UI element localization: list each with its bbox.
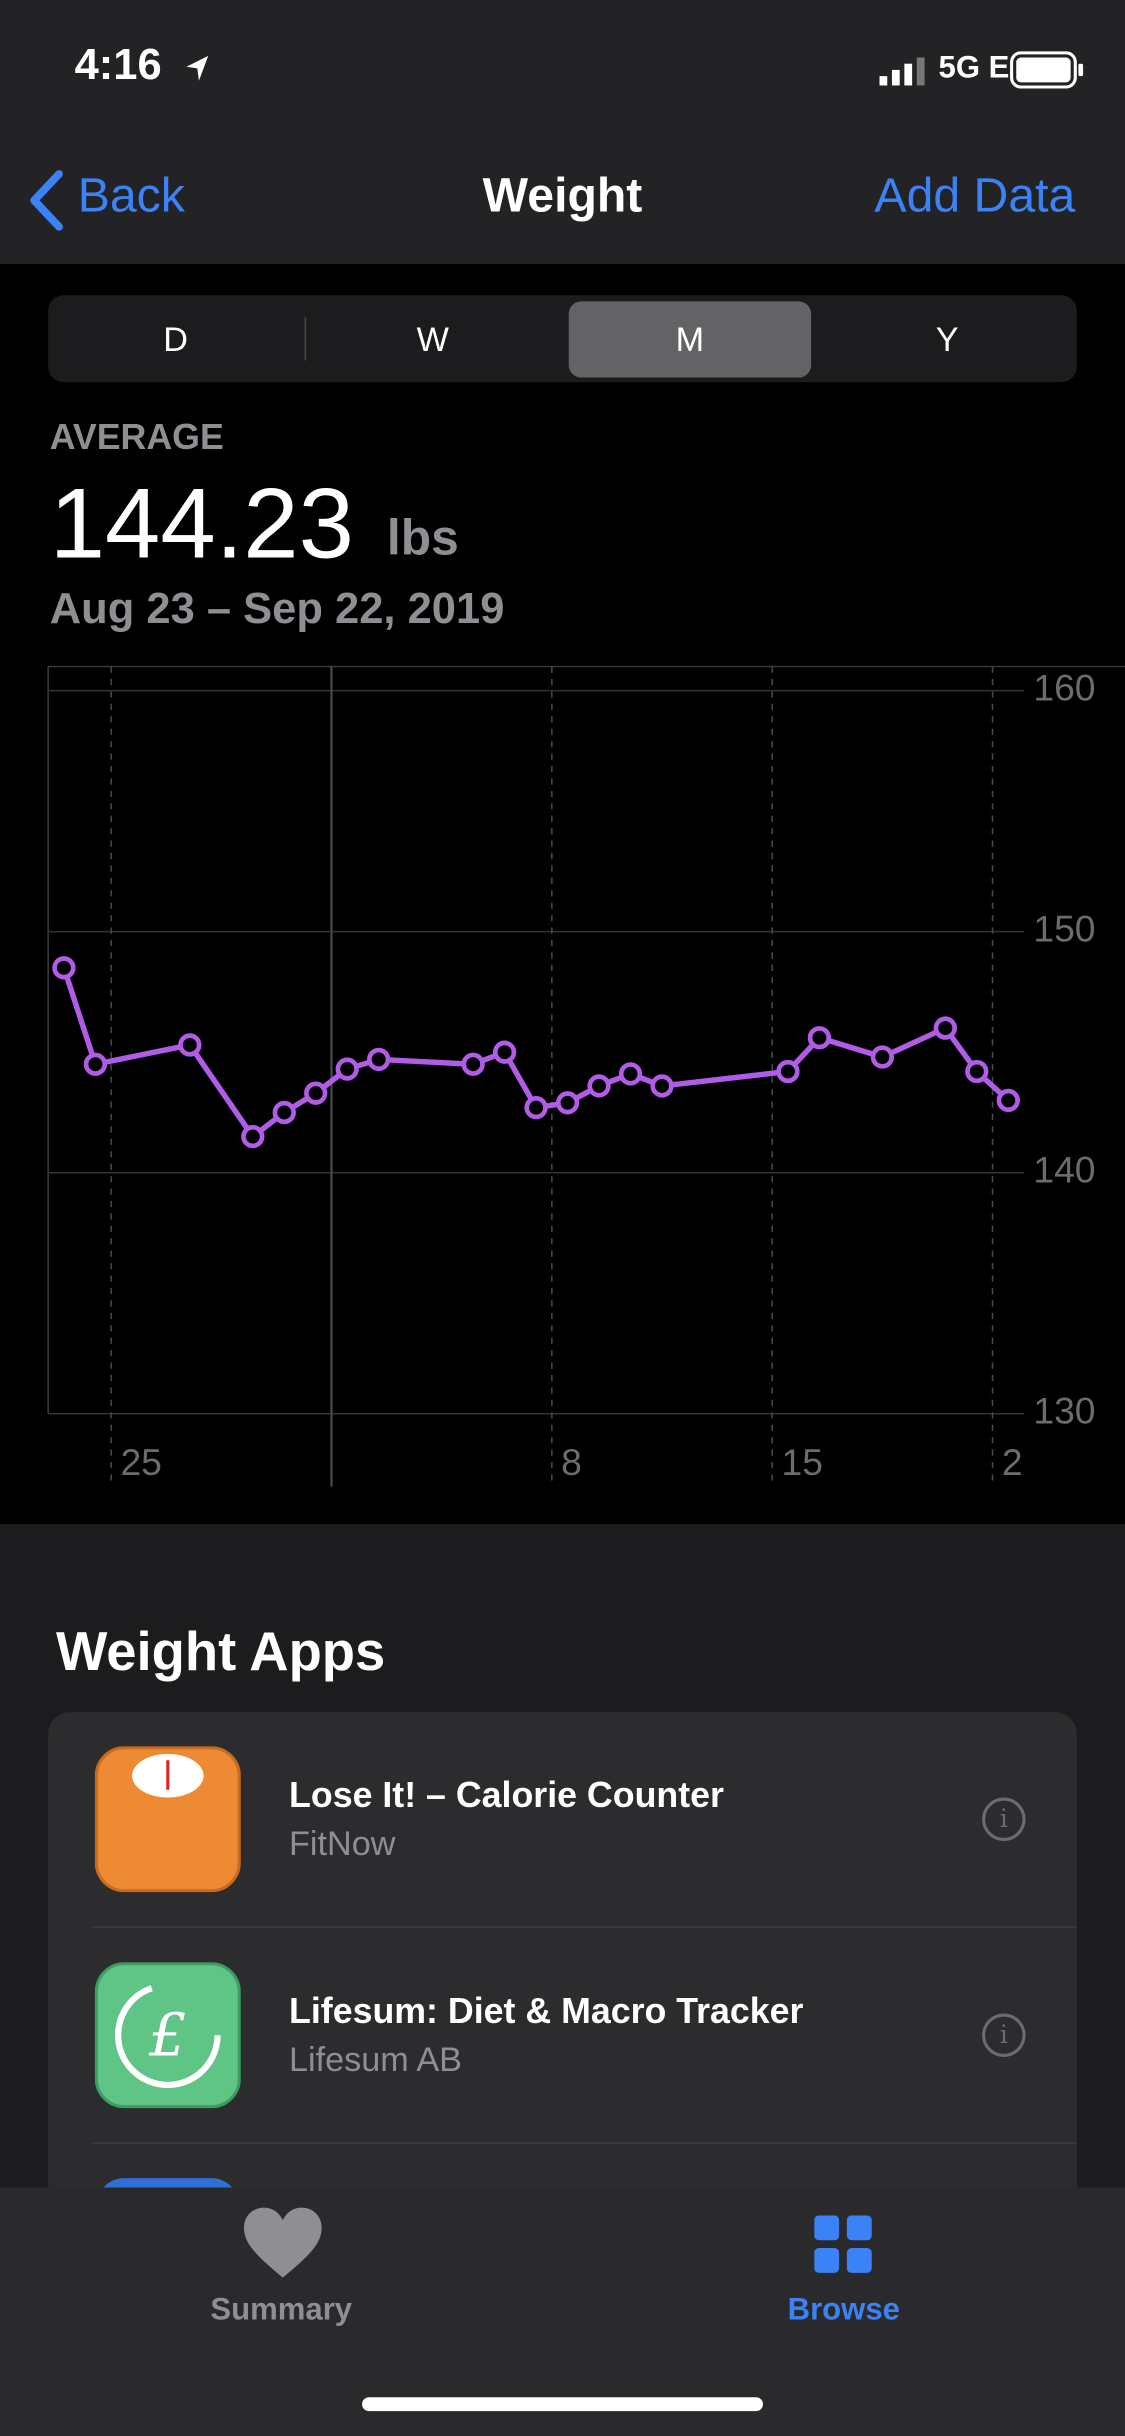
back-button[interactable]: Back (77, 167, 185, 223)
data-point (776, 1059, 800, 1084)
svg-text:£: £ (148, 2000, 187, 2069)
segment-option[interactable]: Y (935, 320, 959, 359)
app-icon: £ (94, 1962, 241, 2109)
data-point (461, 1052, 485, 1076)
data-point (618, 1062, 643, 1086)
info-button[interactable]: i (982, 1797, 1026, 1842)
data-point (807, 1026, 832, 1050)
average-unit: lbs (386, 509, 459, 566)
separator (91, 1926, 1077, 1929)
data-point (52, 956, 76, 980)
segment-option[interactable]: M (568, 301, 812, 378)
x-tick-label: 25 (120, 1441, 161, 1483)
y-tick-label: 140 (1033, 1149, 1095, 1191)
data-point (304, 1081, 328, 1105)
chart-background (0, 264, 1125, 1525)
data-point (555, 1091, 580, 1115)
data-point (178, 1033, 202, 1057)
tab-summary[interactable]: Summary (210, 2293, 353, 2328)
app-developer: Lifesum AB (289, 2039, 462, 2079)
y-tick-label: 160 (1033, 666, 1095, 708)
data-point (996, 1088, 1020, 1113)
data-point (870, 1045, 895, 1069)
browse-icon[interactable] (814, 2215, 873, 2274)
average-label: AVERAGE (49, 416, 224, 457)
info-button[interactable]: i (982, 2013, 1026, 2057)
data-point (83, 1052, 108, 1076)
signal-icon (879, 57, 925, 86)
data-point (933, 1016, 957, 1040)
data-point (241, 1124, 265, 1149)
section-title: Weight Apps (55, 1621, 386, 1683)
data-point (965, 1059, 989, 1084)
app-name: Lose It! – Calorie Counter (289, 1774, 724, 1815)
back-chevron[interactable] (25, 168, 69, 233)
x-tick-label: 8 (561, 1441, 582, 1483)
x-tick-label: 2 (1002, 1441, 1023, 1483)
y-tick-label: 150 (1033, 908, 1095, 950)
segment-option[interactable]: W (416, 320, 449, 359)
app-icon (94, 1746, 241, 1893)
header-background (0, 0, 1125, 265)
nav-title: Weight (482, 167, 643, 223)
data-point (650, 1074, 674, 1098)
x-tick-label: 15 (782, 1441, 823, 1483)
separator (91, 2142, 1077, 2144)
data-point (524, 1095, 548, 1120)
data-point (335, 1057, 359, 1081)
segment-option[interactable]: D (163, 320, 188, 359)
battery-icon (1010, 51, 1084, 89)
average-value: 144.23 (49, 467, 354, 580)
network-type: 5G E (938, 51, 1010, 86)
data-point (272, 1100, 296, 1125)
data-point (367, 1047, 391, 1072)
tab-browse[interactable]: Browse (787, 2293, 900, 2328)
data-point (587, 1074, 611, 1098)
segment-divider (304, 316, 307, 361)
tab-bar (0, 2187, 1125, 2436)
app-name: Lifesum: Diet & Macro Tracker (289, 1990, 804, 2031)
app-row[interactable]: £ Lifesum: Diet & Macro Tracker Lifesum … (48, 1928, 1077, 2144)
app-developer: FitNow (289, 1823, 396, 1863)
data-point (492, 1040, 517, 1064)
location-icon (186, 55, 209, 81)
status-time: 4:16 (74, 40, 162, 89)
summary-icon[interactable] (241, 2206, 325, 2281)
app-row[interactable]: Lose It! – Calorie Counter FitNow i (48, 1712, 1077, 1928)
home-indicator (362, 2397, 763, 2412)
y-tick-label: 130 (1033, 1390, 1095, 1432)
date-range: Aug 23 – Sep 22, 2019 (49, 584, 505, 633)
add-data-button[interactable]: Add Data (874, 167, 1076, 223)
